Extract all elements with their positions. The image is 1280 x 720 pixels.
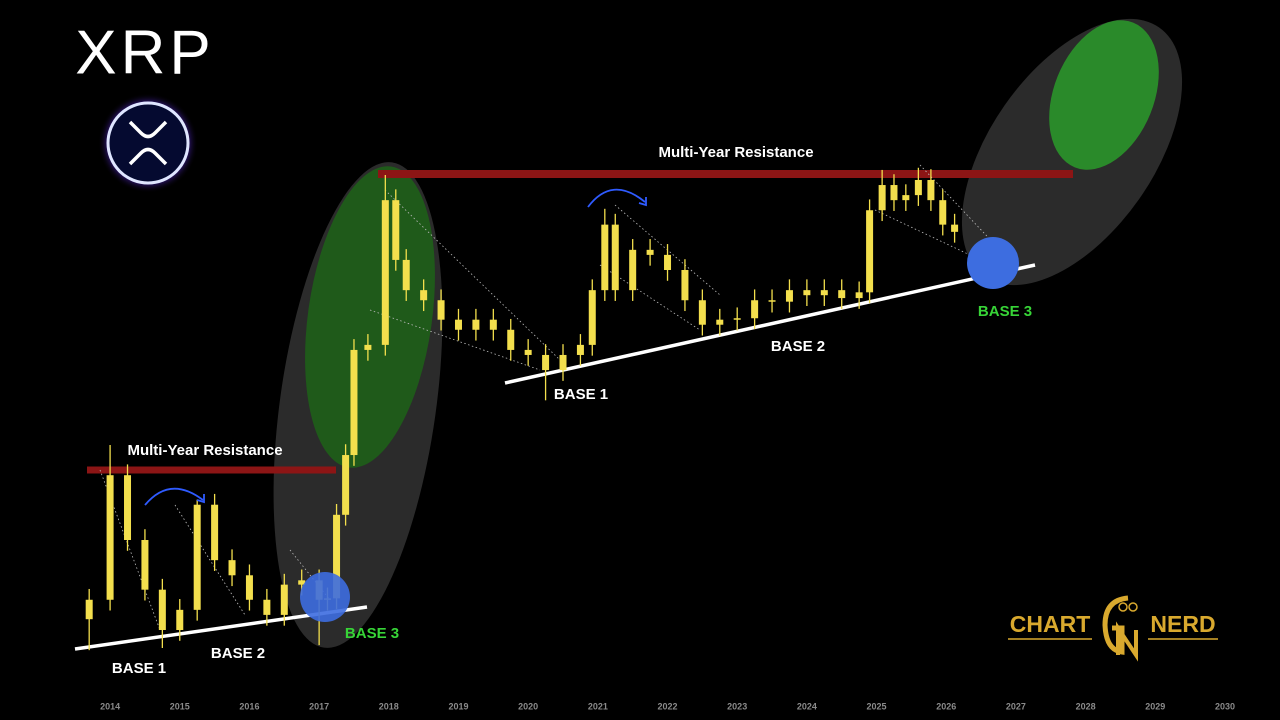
candle-body <box>902 195 910 201</box>
candle-body <box>402 259 410 291</box>
x-tick-label: 2022 <box>658 701 678 711</box>
brand-text: NERD <box>1150 611 1215 637</box>
candle-body <box>193 504 201 610</box>
x-tick-label: 2014 <box>100 701 120 711</box>
candle-body <box>106 475 114 600</box>
candle-body <box>927 180 935 201</box>
candle-body <box>489 319 497 330</box>
candle-body <box>559 354 567 371</box>
brand-mark <box>1128 602 1138 612</box>
candle-body <box>698 300 706 325</box>
candle-body <box>392 200 400 260</box>
candle-body <box>263 599 271 615</box>
candle-body <box>280 584 288 615</box>
candle-body <box>576 344 584 355</box>
candle-body <box>333 514 341 599</box>
logo-ring <box>106 101 190 185</box>
x-tick-label: 2026 <box>936 701 956 711</box>
x-tick-label: 2030 <box>1215 701 1235 711</box>
annotation: Multi-Year Resistance <box>658 144 813 161</box>
x-tick-label: 2027 <box>1006 701 1026 711</box>
candle-body <box>381 200 389 345</box>
target-ellipse <box>1049 20 1159 170</box>
candle-body <box>838 290 846 299</box>
candle-body <box>939 200 947 225</box>
base-circle <box>967 237 1019 289</box>
candle-body <box>629 249 637 291</box>
annotation: BASE 1 <box>554 386 608 403</box>
candle-body <box>245 575 253 600</box>
candle-body <box>866 210 874 293</box>
x-tick-label: 2021 <box>588 701 608 711</box>
candle-body <box>298 580 306 585</box>
support-line <box>504 263 1036 385</box>
x-tick-label: 2024 <box>797 701 817 711</box>
candle-body <box>716 319 724 325</box>
candle-body <box>601 224 609 291</box>
candle-body <box>768 300 776 302</box>
candle-body <box>914 180 922 196</box>
brand-mark <box>1116 621 1138 662</box>
candle-body <box>524 349 532 355</box>
x-tick-label: 2028 <box>1076 701 1096 711</box>
chart-title: XRP <box>75 18 214 87</box>
candle-body <box>646 249 654 255</box>
brand-text: CHART <box>1010 611 1091 637</box>
x-tick-label: 2017 <box>309 701 329 711</box>
annotation: BASE 1 <box>112 660 166 677</box>
candle-body <box>951 224 959 232</box>
candle-body <box>176 609 184 630</box>
candle-body <box>124 475 132 540</box>
candle-body <box>420 290 428 301</box>
candles <box>85 167 959 651</box>
candle-body <box>681 270 689 301</box>
candle-body <box>141 540 149 590</box>
x-tick-label: 2025 <box>867 701 887 711</box>
candle-body <box>751 300 759 319</box>
candle-body <box>350 349 358 456</box>
candle-body <box>437 300 445 320</box>
candle-body <box>158 589 166 630</box>
candle-body <box>588 290 596 345</box>
candle-body <box>890 185 898 201</box>
x-tick-label: 2015 <box>170 701 190 711</box>
x-tick-label: 2029 <box>1145 701 1165 711</box>
base-circle <box>300 572 350 622</box>
target-ellipse <box>305 166 435 468</box>
candle-body <box>85 599 93 620</box>
candle-body <box>472 319 480 330</box>
candle-body <box>611 224 619 291</box>
candle-body <box>228 560 236 576</box>
candle-body <box>733 318 741 320</box>
annotation: Multi-Year Resistance <box>127 442 282 459</box>
arc-arrow <box>144 188 647 506</box>
annotation: BASE 3 <box>978 303 1032 320</box>
candle-body <box>542 354 550 371</box>
candle-body <box>454 319 462 330</box>
x-tick-label: 2020 <box>518 701 538 711</box>
x-tick-label: 2016 <box>239 701 259 711</box>
candle-body <box>820 290 828 296</box>
logo-mark <box>128 120 168 166</box>
x-tick-label: 2023 <box>727 701 747 711</box>
annotation: BASE 2 <box>211 645 265 662</box>
candle-body <box>803 290 811 296</box>
candle-body <box>855 292 863 299</box>
x-tick-label: 2019 <box>448 701 468 711</box>
candle-body <box>211 504 219 561</box>
brand-mark <box>1118 602 1128 612</box>
candle-body <box>364 344 372 350</box>
candle-body <box>878 185 886 211</box>
candle-body <box>507 329 515 350</box>
candle-body <box>785 290 793 302</box>
annotation: BASE 3 <box>345 625 399 642</box>
candle-body <box>342 455 350 515</box>
annotation: BASE 2 <box>771 338 825 355</box>
x-tick-label: 2018 <box>379 701 399 711</box>
candle-body <box>664 254 672 270</box>
